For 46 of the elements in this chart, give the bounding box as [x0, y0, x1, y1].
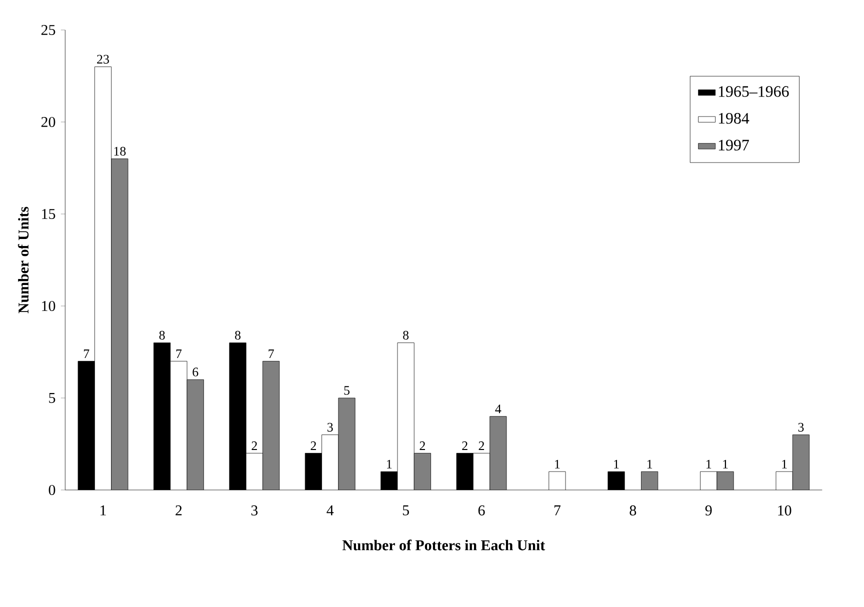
y-tick-label: 20 [41, 116, 56, 128]
data-label: 2 [478, 441, 484, 450]
legend-label: 1984 [718, 112, 750, 124]
data-label: 3 [798, 422, 804, 432]
x-tick-label: 4 [326, 505, 334, 516]
data-label: 2 [462, 441, 468, 450]
x-tick-label: 6 [478, 505, 485, 516]
data-label: 2 [420, 441, 425, 450]
data-label: 8 [159, 330, 165, 340]
data-label: 1 [387, 460, 392, 468]
data-label: 1 [782, 460, 787, 468]
x-tick-label: 2 [176, 505, 182, 516]
y-tick-label: 25 [41, 24, 56, 35]
x-tick-label: 1 [100, 505, 106, 516]
data-label: 8 [403, 330, 409, 340]
y-tick-label: 0 [48, 484, 56, 496]
y-tick-label: 15 [42, 208, 56, 219]
x-axis-title: Number of Potters in Each Unit [342, 540, 546, 550]
x-tick-label: 10 [778, 505, 792, 516]
x-tick-label: 5 [402, 505, 409, 516]
data-label: 1 [647, 460, 652, 468]
legend-label: 1997 [718, 140, 749, 150]
data-label: 3 [328, 422, 333, 432]
data-label: 1 [706, 460, 712, 468]
x-tick-label: 8 [630, 505, 636, 516]
x-tick-label: 7 [554, 505, 561, 516]
data-label: 2 [310, 441, 316, 450]
data-label: 23 [97, 54, 109, 64]
legend-label: 1965–1966 [718, 86, 789, 97]
data-label: 1 [614, 460, 619, 468]
data-label: 6 [192, 368, 198, 376]
data-label: 7 [176, 350, 182, 358]
data-label: 1 [555, 460, 560, 468]
data-label: 7 [268, 350, 274, 358]
y-tick-label: 10 [42, 300, 56, 312]
data-label: 5 [344, 386, 350, 395]
data-label: 7 [84, 350, 90, 358]
y-tick-label: 5 [49, 393, 56, 403]
x-tick-label: 3 [251, 505, 258, 516]
data-label: 4 [495, 404, 502, 414]
x-tick-label: 9 [705, 505, 712, 516]
data-label: 8 [235, 330, 240, 340]
y-axis-title: Number of Units [18, 206, 29, 314]
data-label: 1 [723, 460, 728, 468]
data-label: 2 [252, 441, 257, 450]
data-label: 18 [114, 146, 126, 156]
